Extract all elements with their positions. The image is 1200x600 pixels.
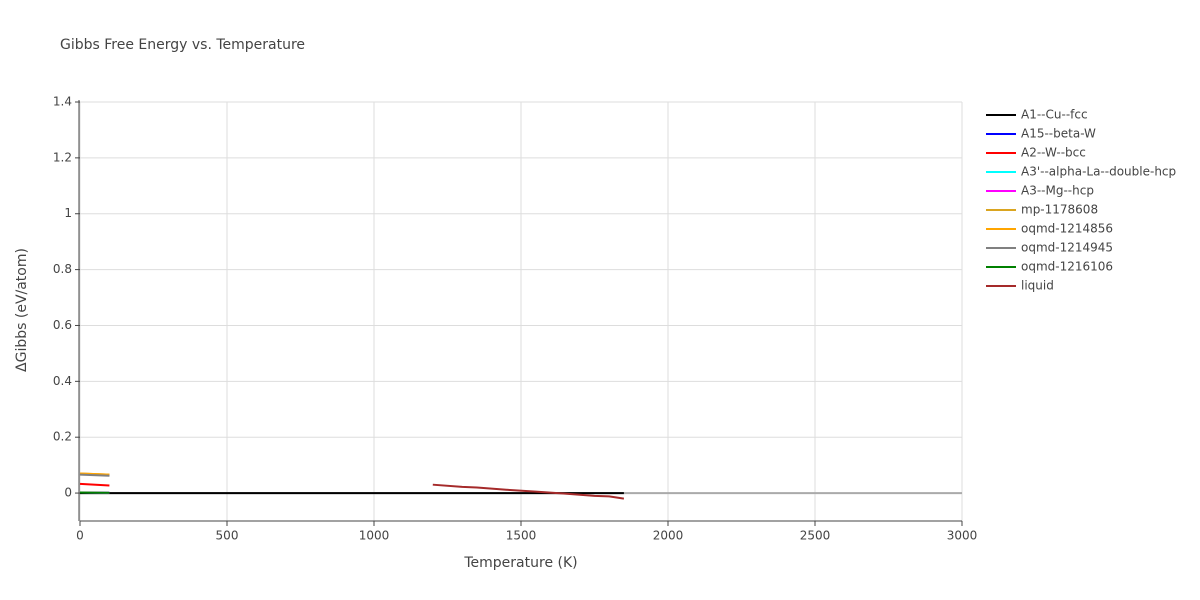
x-tick-label: 500: [216, 529, 239, 543]
series-line: [79, 472, 110, 476]
legend-label: liquid: [1021, 279, 1054, 293]
x-tick-label: 1000: [359, 529, 390, 543]
y-tick-label: 1: [64, 206, 72, 220]
y-tick-label: 0.6: [53, 318, 72, 332]
y-tick-label: 1.2: [53, 150, 72, 164]
legend-label: A15--beta-W: [1021, 127, 1096, 141]
x-tick-label: 1500: [506, 529, 537, 543]
x-tick-label: 2000: [653, 529, 684, 543]
y-tick-label: 0.8: [53, 262, 72, 276]
legend-label: mp-1178608: [1021, 203, 1098, 217]
y-axis-title: ΔGibbs (eV/atom): [14, 248, 30, 372]
series-line: [432, 483, 625, 500]
legend-label: A2--W--bcc: [1021, 146, 1086, 160]
legend-label: A1--Cu--fcc: [1021, 108, 1088, 122]
series-line: [79, 482, 110, 487]
legend-label: A3--Mg--hcp: [1021, 184, 1094, 198]
x-tick-label: 0: [76, 529, 84, 543]
legend-label: oqmd-1214856: [1021, 222, 1113, 236]
legend-label: A3'--alpha-La--double-hcp: [1021, 165, 1176, 179]
x-tick-label: 3000: [947, 529, 978, 543]
x-tick-label: 2500: [800, 529, 831, 543]
y-tick-label: 1.4: [53, 95, 72, 109]
legend-label: oqmd-1216106: [1021, 260, 1113, 274]
y-tick-label: 0.4: [53, 374, 72, 388]
chart-title: Gibbs Free Energy vs. Temperature: [60, 37, 305, 53]
y-tick-label: 0: [64, 486, 72, 500]
series-line: [79, 473, 110, 477]
x-axis-title: Temperature (K): [463, 555, 577, 571]
legend-label: oqmd-1214945: [1021, 241, 1113, 255]
y-tick-label: 0.2: [53, 430, 72, 444]
